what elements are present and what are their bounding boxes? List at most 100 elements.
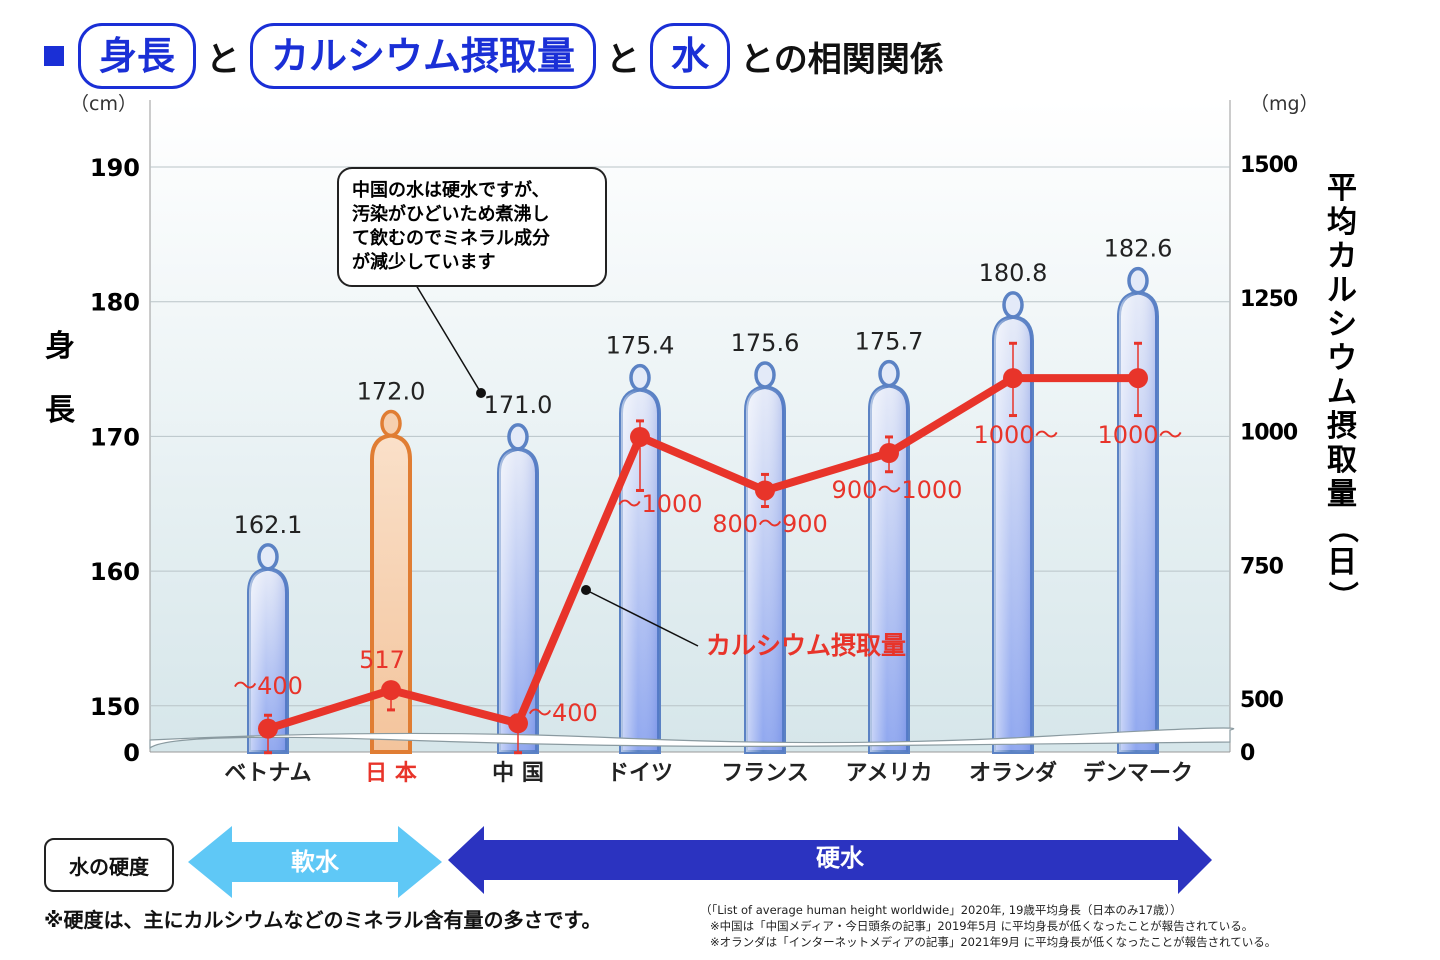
left-axis-title: 長 [45, 393, 76, 428]
left-unit-label: （cm） [70, 93, 137, 115]
calcium-point [879, 443, 899, 464]
water-hardness-label: 水の硬度 [44, 838, 174, 892]
calcium-line [266, 374, 1138, 733]
title-conjunction-1: と [206, 39, 241, 80]
right-axis-title: 摂 [1327, 409, 1357, 444]
right-axis-title: シ [1327, 307, 1357, 342]
title-conjunction-2: と [606, 39, 641, 80]
series-leader [585, 589, 699, 647]
right-axis-title: ム [1327, 375, 1357, 410]
calcium-value-label: ～400 [528, 699, 598, 727]
hardness-footnote: ※硬度は、主にカルシウムなどのミネラル含有量の多さです。 [44, 908, 602, 932]
plot-area: 19018017016015001500125010007505000（cm）（… [45, 93, 1359, 898]
height-bar-shade [870, 385, 908, 752]
height-bar-head [257, 543, 279, 571]
title-pill-height: 身長 [78, 23, 197, 89]
category-label: ドイツ [607, 761, 673, 786]
left-axis-title: 身 [45, 329, 75, 364]
china-callout-text: 中国の水は硬水ですが、 [352, 179, 550, 201]
left-tick-label: 170 [90, 423, 140, 451]
right-axis-title: カ [1327, 239, 1357, 274]
left-tick-label: 150 [90, 693, 140, 721]
height-value-label: 175.6 [731, 329, 800, 357]
right-axis-title: ウ [1327, 341, 1357, 376]
height-bar-shade [1119, 292, 1157, 752]
source-note: ※オランダは「インターネットメディアの記事」2021年9月 に平均身長が低くなっ… [710, 935, 1277, 949]
calcium-point [1003, 368, 1023, 389]
calcium-point [381, 680, 401, 701]
right-tick-label: 750 [1240, 554, 1284, 579]
height-bar-head [754, 361, 776, 389]
category-label: 中 国 [492, 761, 544, 786]
page-title: 身長 と カルシウム摂取量 と 水 との相関関係 [44, 20, 950, 92]
title-pill-water: 水 [650, 23, 731, 89]
category-label: デンマーク [1083, 760, 1193, 786]
height-bar-head [1002, 291, 1024, 319]
right-axis-title: 取 [1327, 443, 1357, 478]
calcium-series-label: カルシウム摂取量 [706, 631, 906, 660]
height-bar-head [380, 409, 402, 438]
height-bar-shade [249, 568, 287, 752]
right-axis-title: 平 [1327, 171, 1357, 206]
china-callout-text: が減少しています [352, 251, 495, 273]
category-label: オランダ [969, 760, 1057, 786]
right-tick-label: 0 [1240, 741, 1255, 766]
height-value-label: 182.6 [1104, 235, 1173, 263]
left-tick-label: 0 [123, 739, 140, 767]
height-value-label: 175.4 [606, 332, 675, 360]
china-callout-text: て飲むのでミネラル成分 [352, 227, 550, 249]
right-tick-label: 1000 [1240, 421, 1298, 446]
calcium-value-label: ～1000 [617, 490, 702, 518]
height-bar-head [629, 363, 651, 392]
right-axis-title: 均 [1327, 205, 1357, 240]
title-bullet-icon [44, 46, 64, 66]
calcium-point [755, 480, 775, 501]
right-tick-label: 1250 [1240, 287, 1298, 312]
series-leader-dot [581, 585, 591, 595]
height-value-label: 162.1 [234, 511, 303, 539]
calcium-point [630, 426, 650, 447]
category-label: ベトナム [224, 761, 311, 786]
calcium-point [258, 718, 278, 739]
height-bar-head [507, 423, 529, 451]
height-bar-shade [746, 386, 784, 752]
right-axis-title: （ [1324, 513, 1359, 543]
right-axis-title: 日 [1327, 545, 1357, 580]
right-unit-label: （mg） [1250, 93, 1319, 115]
axis-break-band [149, 727, 1235, 750]
height-bar-head [878, 359, 900, 388]
category-label: 日 本 [365, 761, 417, 786]
right-axis-title: ） [1324, 581, 1359, 611]
right-axis-title: ル [1327, 273, 1357, 308]
height-value-label: 180.8 [979, 259, 1048, 287]
soft-water-label: 軟水 [291, 848, 340, 876]
left-tick-label: 190 [90, 154, 140, 182]
source-note: ※中国は「中国メディア・今日頭条の記事」2019年5月 に平均身長が低くなったこ… [710, 919, 1254, 933]
height-value-label: 171.0 [484, 391, 553, 419]
calcium-value-label: ～400 [233, 672, 303, 700]
callout-leader [415, 284, 482, 394]
soft-water-arrow [188, 826, 442, 898]
left-tick-label: 180 [90, 289, 140, 317]
left-tick-label: 160 [90, 558, 140, 586]
source-notes: （「List of average human height worldwide… [700, 902, 1276, 950]
right-tick-label: 1500 [1240, 153, 1298, 178]
hard-water-label: 硬水 [816, 844, 865, 872]
height-bar-shade [994, 316, 1032, 752]
height-bar-shade [621, 389, 659, 752]
right-axis-title: 量 [1327, 477, 1357, 512]
hard-water-arrow [448, 826, 1212, 894]
calcium-value-label: 1000～ [1097, 421, 1182, 449]
source-note: （「List of average human height worldwide… [700, 903, 1182, 917]
plot-background [150, 100, 1230, 752]
title-tail: との相関関係 [740, 39, 944, 80]
height-value-label: 172.0 [357, 377, 426, 405]
calcium-value-label: 900～1000 [832, 476, 963, 504]
calcium-value-label: 800～900 [712, 510, 828, 538]
height-value-label: 175.7 [855, 328, 924, 356]
category-label: アメリカ [846, 761, 933, 786]
category-label: フランス [721, 761, 809, 786]
calcium-point [508, 713, 528, 734]
calcium-value-label: 517 [359, 646, 405, 674]
